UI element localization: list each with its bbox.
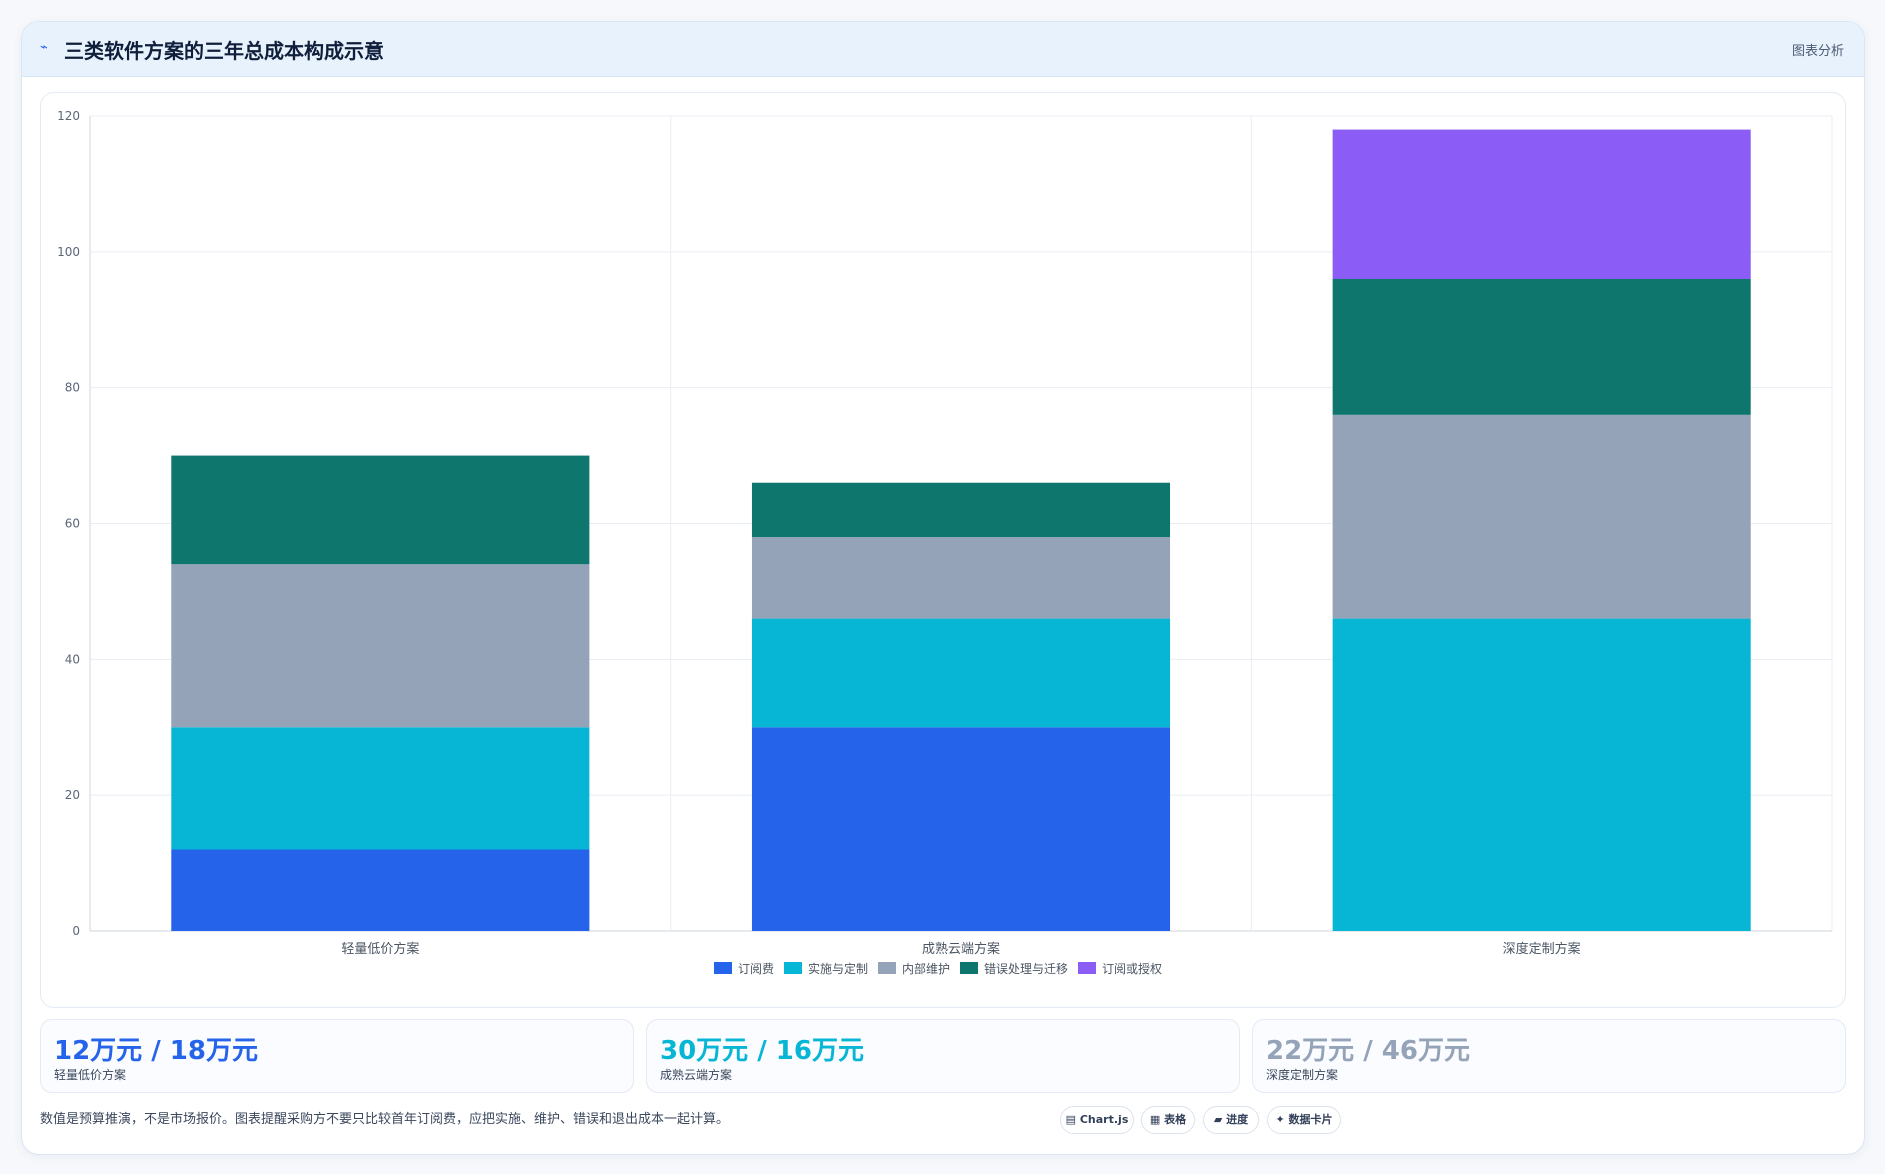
bar-segment — [751, 537, 1171, 619]
stat-label: 轻量低价方案 — [54, 1068, 127, 1082]
legend-label: 订阅或授权 — [1102, 961, 1162, 976]
legend-swatch — [1078, 962, 1096, 974]
y-tick-label: 80 — [65, 381, 80, 395]
legend-label: 实施与定制 — [808, 961, 868, 976]
sparkle-icon: ✦ — [1275, 1113, 1285, 1126]
y-tick-label: 40 — [65, 652, 80, 666]
stat-label: 成熟云端方案 — [660, 1068, 733, 1082]
page-title: 三类软件方案的三年总成本构成示意 — [64, 39, 384, 63]
stat-card-custom: 22万元 / 46万元 深度定制方案 — [1252, 1019, 1846, 1093]
bar-segment — [171, 727, 590, 850]
chip-label: 进度 — [1226, 1113, 1249, 1126]
chip-data-card[interactable]: ✦ 数据卡片 — [1267, 1106, 1341, 1134]
y-tick-label: 100 — [57, 245, 80, 259]
x-tick-label: 深度定制方案 — [1503, 941, 1581, 957]
y-tick-label: 20 — [65, 788, 80, 802]
bar-segment — [1332, 414, 1751, 619]
card-header: ⌁ 三类软件方案的三年总成本构成示意 图表分析 — [22, 22, 1864, 77]
bar-segment — [751, 727, 1171, 931]
bar-segment — [1332, 618, 1751, 931]
bar-segment — [751, 482, 1171, 538]
chip-label: Chart.js — [1079, 1113, 1129, 1126]
legend-label: 错误处理与迁移 — [984, 962, 1068, 976]
legend-swatch — [784, 962, 802, 974]
y-tick-label: 0 — [72, 924, 80, 938]
chart-icon: ⌁ — [40, 40, 48, 55]
legend-swatch — [878, 962, 896, 974]
legend-label: 订阅费 — [738, 962, 774, 976]
chart-icon: ▤ — [1065, 1113, 1077, 1126]
x-tick-label: 轻量低价方案 — [341, 941, 419, 957]
bar-segment — [171, 564, 590, 728]
legend-swatch — [960, 962, 978, 974]
bar-segment — [171, 455, 590, 565]
y-tick-label: 120 — [57, 109, 80, 123]
x-tick-label: 成熟云端方案 — [922, 941, 1000, 957]
chip-label: 表格 — [1164, 1113, 1187, 1126]
table-icon: ▦ — [1149, 1113, 1161, 1126]
bar-segment — [1332, 129, 1751, 279]
bar-segment — [171, 849, 590, 931]
footnote: 数值是预算推演，不是市场报价。图表提醒采购方不要只比较首年订阅费，应把实施、维护… — [40, 1112, 730, 1127]
bar-segment — [751, 618, 1171, 728]
chip-progress[interactable]: ▰ 进度 — [1203, 1106, 1259, 1134]
stat-card-cloud: 30万元 / 16万元 成熟云端方案 — [646, 1019, 1240, 1093]
legend-label: 内部维护 — [902, 961, 950, 976]
progress-icon: ▰ — [1213, 1113, 1223, 1126]
chart-container: 0 20 40 60 80 100 120 轻量低价方案 成熟云端方案 深度定制方案订阅费 实施与定… — [40, 92, 1846, 1008]
chip-chartjs[interactable]: ▤ Chart.js — [1060, 1106, 1134, 1134]
chart-card: ⌁ 三类软件方案的三年总成本构成示意 图表分析 0 20 40 60 80 100 120 轻… — [21, 21, 1865, 1155]
bar-segment — [1332, 279, 1751, 415]
legend-swatch — [714, 962, 732, 974]
y-tick-label: 60 — [65, 517, 80, 531]
stat-card-light: 12万元 / 18万元 轻量低价方案 — [40, 1019, 634, 1093]
stat-value: 12万元 / 18万元 — [54, 1036, 258, 1066]
stat-value: 30万元 / 16万元 — [660, 1036, 864, 1066]
chip-label: 数据卡片 — [1288, 1113, 1333, 1126]
chip-table[interactable]: ▦ 表格 — [1141, 1106, 1195, 1134]
chart-analysis-button[interactable]: 图表分析 — [1791, 44, 1844, 59]
stat-label: 深度定制方案 — [1266, 1068, 1339, 1082]
stat-value: 22万元 / 46万元 — [1266, 1036, 1470, 1066]
